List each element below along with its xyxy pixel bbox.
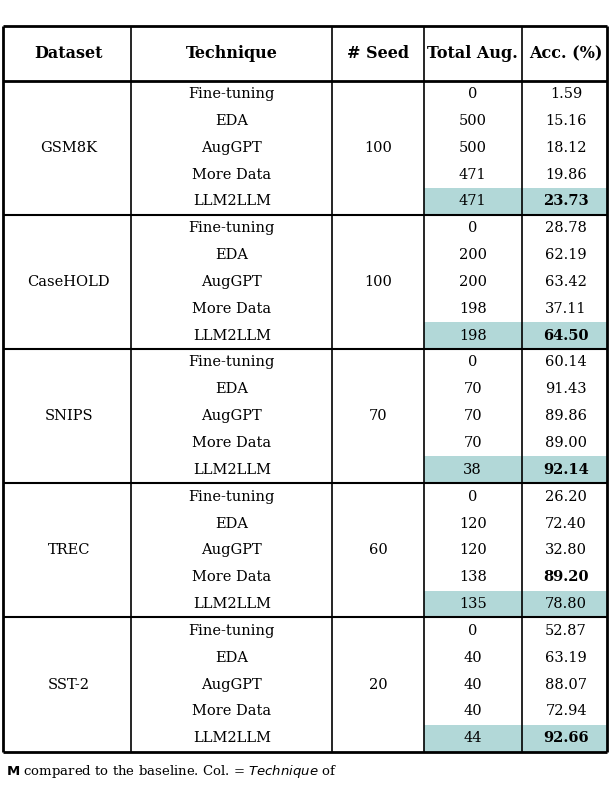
Text: Fine-tuning: Fine-tuning xyxy=(188,490,275,504)
Text: 120: 120 xyxy=(459,516,487,531)
Text: 15.16: 15.16 xyxy=(545,114,587,128)
Text: SST-2: SST-2 xyxy=(48,678,90,692)
Text: 64.50: 64.50 xyxy=(544,329,589,342)
Text: 0: 0 xyxy=(468,221,478,235)
Bar xyxy=(424,725,607,752)
Text: 0: 0 xyxy=(468,490,478,504)
Text: 70: 70 xyxy=(464,409,482,423)
Text: Fine-tuning: Fine-tuning xyxy=(188,221,275,235)
Text: 20: 20 xyxy=(369,678,387,692)
Text: EDA: EDA xyxy=(215,516,248,531)
Text: 62.19: 62.19 xyxy=(545,248,587,262)
Text: 100: 100 xyxy=(364,275,392,289)
Text: 0: 0 xyxy=(468,355,478,369)
Text: More Data: More Data xyxy=(192,168,271,182)
Text: EDA: EDA xyxy=(215,650,248,665)
Text: 32.80: 32.80 xyxy=(545,543,587,557)
Text: 23.73: 23.73 xyxy=(544,195,589,208)
Text: 37.11: 37.11 xyxy=(545,302,587,316)
Bar xyxy=(424,456,607,484)
Text: 471: 471 xyxy=(459,168,487,182)
Text: 38: 38 xyxy=(464,463,482,477)
Bar xyxy=(424,188,607,215)
Text: # Seed: # Seed xyxy=(347,45,409,62)
Text: LLM2LLM: LLM2LLM xyxy=(193,463,271,477)
Text: AugGPT: AugGPT xyxy=(201,678,262,692)
Text: 40: 40 xyxy=(464,678,482,692)
Text: AugGPT: AugGPT xyxy=(201,543,262,557)
Text: 89.20: 89.20 xyxy=(544,571,589,584)
Text: 1.59: 1.59 xyxy=(550,87,582,101)
Text: More Data: More Data xyxy=(192,302,271,316)
Text: 200: 200 xyxy=(459,248,487,262)
Text: 92.14: 92.14 xyxy=(544,463,589,477)
Text: 40: 40 xyxy=(464,705,482,718)
Text: AugGPT: AugGPT xyxy=(201,140,262,155)
Text: Total Aug.: Total Aug. xyxy=(428,45,518,62)
Text: 471: 471 xyxy=(459,195,487,208)
Text: 200: 200 xyxy=(459,275,487,289)
Text: 44: 44 xyxy=(464,731,482,745)
Text: More Data: More Data xyxy=(192,571,271,584)
Text: 60.14: 60.14 xyxy=(545,355,587,369)
Text: 91.43: 91.43 xyxy=(545,382,587,397)
Text: 135: 135 xyxy=(459,597,487,611)
Text: 0: 0 xyxy=(468,87,478,101)
Text: LLM2LLM: LLM2LLM xyxy=(193,597,271,611)
Text: More Data: More Data xyxy=(192,705,271,718)
Text: 198: 198 xyxy=(459,302,487,316)
Text: 63.19: 63.19 xyxy=(545,650,587,665)
Text: 500: 500 xyxy=(459,114,487,128)
Text: 88.07: 88.07 xyxy=(545,678,587,692)
Text: TREC: TREC xyxy=(48,543,90,557)
Text: $\bf{M}$ compared to the baseline. Col. = $\it{Technique}$ of: $\bf{M}$ compared to the baseline. Col. … xyxy=(6,763,337,780)
Text: LLM2LLM: LLM2LLM xyxy=(193,195,271,208)
Text: 52.87: 52.87 xyxy=(545,624,587,638)
Text: AugGPT: AugGPT xyxy=(201,275,262,289)
Text: Technique: Technique xyxy=(186,45,278,62)
Text: 40: 40 xyxy=(464,650,482,665)
Text: 198: 198 xyxy=(459,329,487,342)
Bar xyxy=(424,591,607,618)
Text: 72.94: 72.94 xyxy=(545,705,587,718)
Text: 78.80: 78.80 xyxy=(545,597,587,611)
Text: EDA: EDA xyxy=(215,382,248,397)
Text: 89.00: 89.00 xyxy=(545,436,587,450)
Text: 70: 70 xyxy=(464,436,482,450)
Text: SNIPS: SNIPS xyxy=(45,409,93,423)
Text: 138: 138 xyxy=(459,571,487,584)
Text: 100: 100 xyxy=(364,140,392,155)
Text: LLM2LLM: LLM2LLM xyxy=(193,329,271,342)
Text: 72.40: 72.40 xyxy=(545,516,587,531)
Text: 70: 70 xyxy=(464,382,482,397)
Text: Fine-tuning: Fine-tuning xyxy=(188,87,275,101)
Text: 28.78: 28.78 xyxy=(545,221,587,235)
Text: Fine-tuning: Fine-tuning xyxy=(188,355,275,369)
Text: EDA: EDA xyxy=(215,248,248,262)
Text: 26.20: 26.20 xyxy=(545,490,587,504)
Text: 63.42: 63.42 xyxy=(545,275,587,289)
Text: 19.86: 19.86 xyxy=(545,168,587,182)
Text: 89.86: 89.86 xyxy=(545,409,587,423)
Text: 60: 60 xyxy=(369,543,387,557)
Text: 70: 70 xyxy=(369,409,387,423)
Text: Dataset: Dataset xyxy=(35,45,103,62)
Text: 500: 500 xyxy=(459,140,487,155)
Text: More Data: More Data xyxy=(192,436,271,450)
Text: Fine-tuning: Fine-tuning xyxy=(188,624,275,638)
Text: EDA: EDA xyxy=(215,114,248,128)
Text: 120: 120 xyxy=(459,543,487,557)
Text: CaseHOLD: CaseHOLD xyxy=(27,275,110,289)
Text: LLM2LLM: LLM2LLM xyxy=(193,731,271,745)
Text: 92.66: 92.66 xyxy=(544,731,589,745)
Text: Acc. (%): Acc. (%) xyxy=(529,45,603,62)
Text: AugGPT: AugGPT xyxy=(201,409,262,423)
Text: 18.12: 18.12 xyxy=(545,140,587,155)
Text: 0: 0 xyxy=(468,624,478,638)
Bar xyxy=(424,322,607,349)
Text: GSM8K: GSM8K xyxy=(40,140,98,155)
